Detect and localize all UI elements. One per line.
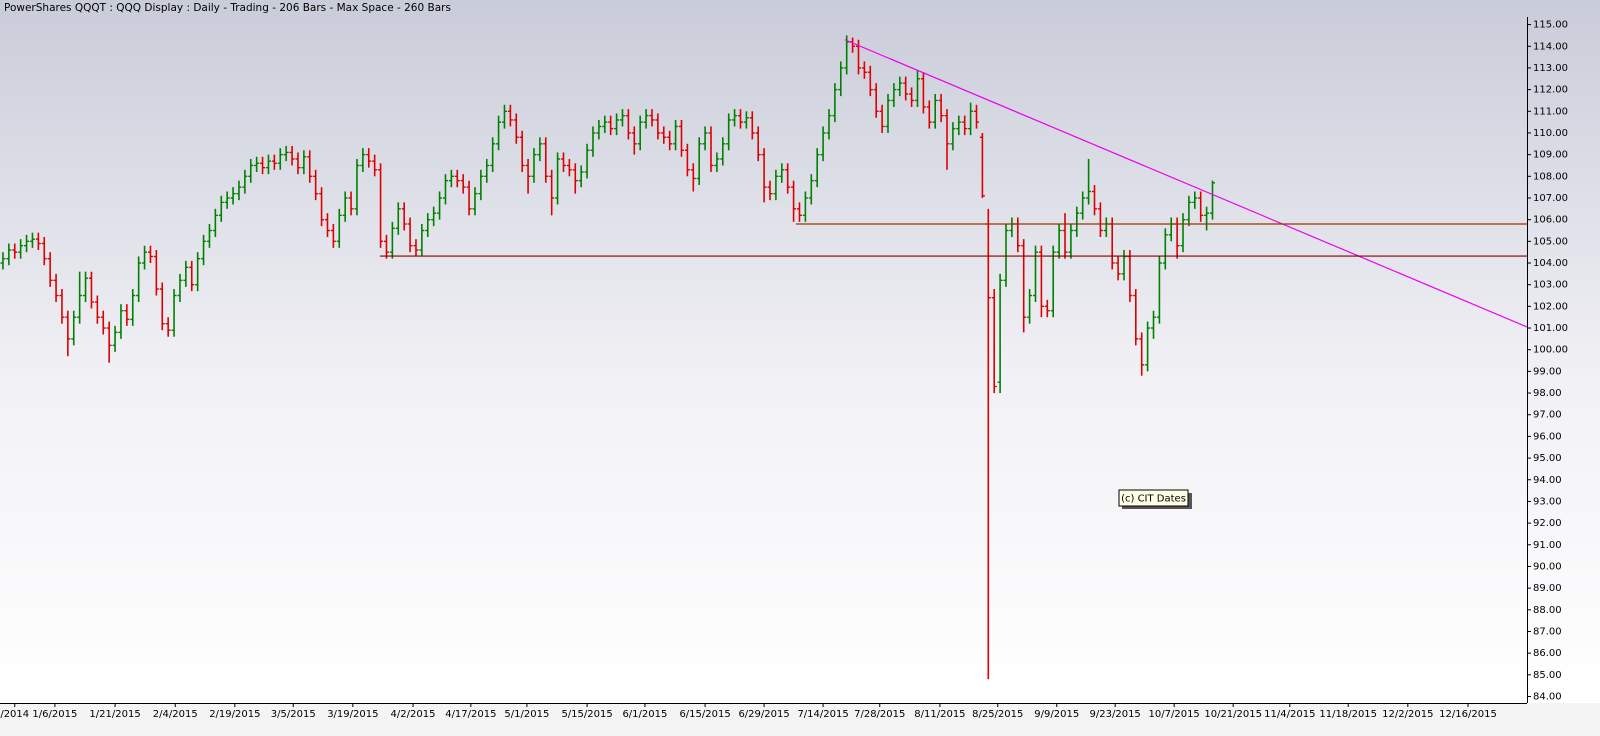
drawn-line [844,39,1528,328]
x-tick-label: 12/2/2015 [1382,709,1433,720]
y-tick-label: 84.00 [1533,691,1562,702]
y-tick-label: 98.00 [1533,388,1562,399]
x-tick-label: 8/25/2015 [972,709,1023,720]
y-tick-label: 106.00 [1533,215,1568,226]
x-tick-label: 6/29/2015 [738,709,789,720]
y-tick-label: 88.00 [1533,605,1562,616]
y-tick-label: 92.00 [1533,518,1562,529]
y-tick-label: 109.00 [1533,150,1568,161]
y-tick-label: 111.00 [1533,106,1568,117]
x-tick-label: 3/19/2015 [327,709,378,720]
x-tick-label: 9/9/2015 [1034,709,1079,720]
y-tick-label: 112.00 [1533,85,1568,96]
y-tick-label: 99.00 [1533,366,1562,377]
y-tick-label: 103.00 [1533,280,1568,291]
x-tick-label: 12/16/2015 [1439,709,1497,720]
x-tick-label: 6/1/2015 [622,709,667,720]
x-tick-label: 9/23/2015 [1090,709,1141,720]
chart-title: PowerShares QQQT : QQQ Display : Daily -… [4,2,451,14]
x-tick-label: 4/17/2015 [445,709,496,720]
y-tick-label: 90.00 [1533,561,1562,572]
y-tick-label: 100.00 [1533,345,1568,356]
y-tick-label: 87.00 [1533,626,1562,637]
annotation-box: (c) CIT Dates [1118,489,1192,509]
y-tick-label: 97.00 [1533,410,1562,421]
y-tick-label: 86.00 [1533,648,1562,659]
x-tick-label: 5/15/2015 [561,709,612,720]
x-tick-label: 7/28/2015 [854,709,905,720]
x-tick-label: 5/1/2015 [504,709,549,720]
y-tick-label: 110.00 [1533,128,1568,139]
plot-area [0,35,1528,680]
x-tick-label: 7/14/2015 [797,709,848,720]
y-tick-label: 94.00 [1533,475,1562,486]
y-tick-label: 113.00 [1533,63,1568,74]
x-tick-label: 10/21/2015 [1204,709,1262,720]
y-tick-label: 114.00 [1533,41,1568,52]
x-axis-band [0,703,1600,736]
y-tick-label: 89.00 [1533,583,1562,594]
x-tick-label: 11/18/2015 [1319,709,1377,720]
x-tick-label: /2014 [0,709,29,720]
y-tick-label: 85.00 [1533,670,1562,681]
x-tick-label: 2/4/2015 [153,709,198,720]
y-tick-label: 96.00 [1533,431,1562,442]
annotation: (c) CIT Dates [1121,494,1186,505]
x-tick-label: 4/2/2015 [391,709,436,720]
y-tick-label: 108.00 [1533,171,1568,182]
y-tick-label: 101.00 [1533,323,1568,334]
x-tick-label: 2/19/2015 [209,709,260,720]
y-tick-label: 104.00 [1533,258,1568,269]
annotation-frame [1118,489,1189,507]
y-tick-label: 105.00 [1533,236,1568,247]
y-tick-label: 102.00 [1533,301,1568,312]
x-tick-label: 1/6/2015 [32,709,77,720]
x-tick-label: 10/7/2015 [1149,709,1200,720]
x-tick-label: 3/5/2015 [271,709,316,720]
x-tick-label: 1/21/2015 [89,709,140,720]
y-tick-label: 95.00 [1533,453,1562,464]
y-tick-label: 91.00 [1533,540,1562,551]
x-tick-label: 11/4/2015 [1264,709,1315,720]
y-tick-label: 107.00 [1533,193,1568,204]
x-tick-label: 8/11/2015 [914,709,965,720]
x-tick-label: 6/15/2015 [679,709,730,720]
y-tick-label: 93.00 [1533,496,1562,507]
y-tick-label: 115.00 [1533,20,1568,31]
plot-background [0,0,1600,703]
